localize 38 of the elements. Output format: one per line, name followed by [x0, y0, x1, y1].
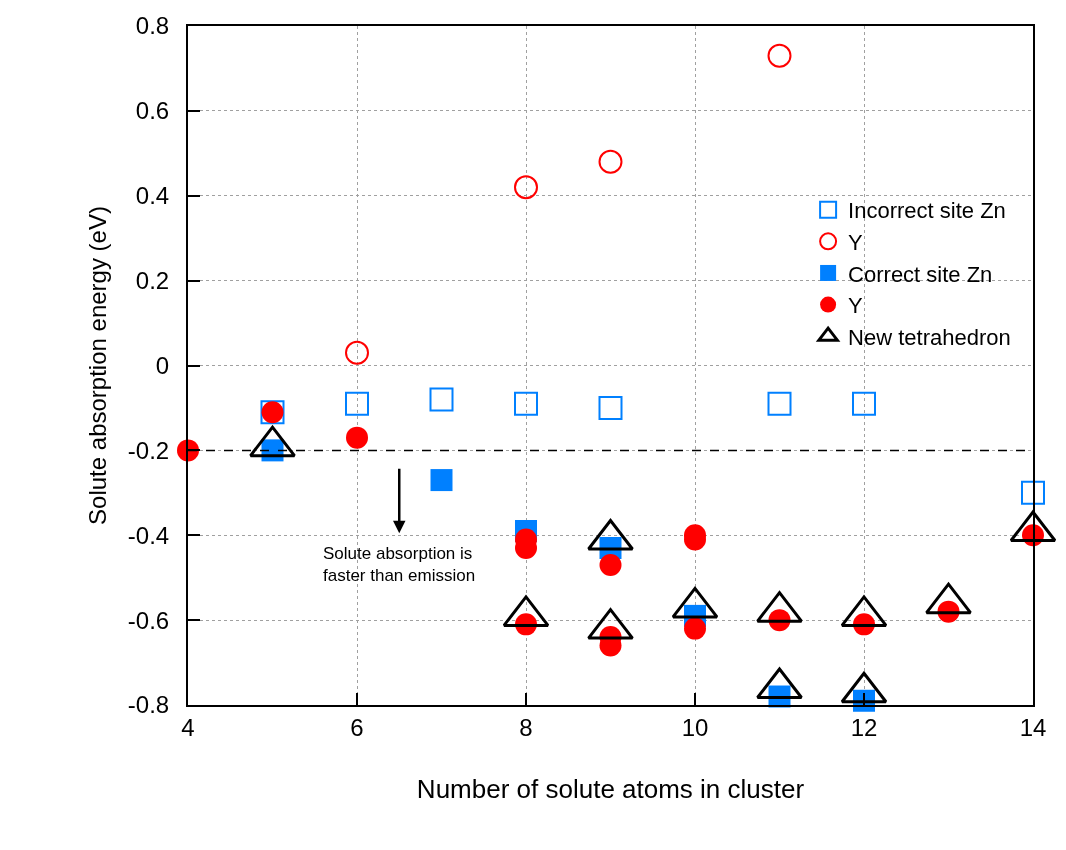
y-tick-label: -0.8	[127, 691, 170, 719]
x-tick-label: 14	[1019, 713, 1047, 741]
point	[345, 391, 369, 416]
point	[514, 391, 538, 416]
x-tick-label: 4	[181, 713, 195, 741]
legend-label: Y	[848, 229, 864, 255]
point	[598, 395, 623, 420]
point	[767, 43, 792, 68]
point	[430, 469, 453, 492]
legend-label: Correct site Zn	[848, 261, 993, 287]
y-tick-label: 0.4	[135, 182, 170, 210]
point	[599, 553, 622, 576]
point	[346, 426, 368, 449]
legend-label: Y	[848, 293, 864, 319]
x-tick-label: 12	[850, 713, 878, 741]
point	[514, 175, 538, 200]
annotation: Solute absorption is faster than emission	[323, 544, 476, 586]
point	[852, 391, 876, 416]
point	[684, 617, 706, 640]
x-tick-label: 6	[350, 713, 364, 741]
x-axis-title: Number of solute atoms in cluster	[416, 774, 805, 804]
y-tick-label: -0.2	[127, 436, 170, 464]
y-tick-label: 0.2	[135, 267, 170, 295]
point	[598, 149, 623, 174]
point	[767, 391, 792, 416]
y-tick-label: 0.6	[135, 97, 170, 125]
y-axis-title: Solute absorption energy (eV)	[84, 206, 112, 525]
y-tick-label: -0.4	[127, 521, 170, 549]
legend-label: Incorrect site Zn	[848, 198, 1006, 224]
legend-label: New tetrahedron	[848, 324, 1011, 350]
point	[345, 340, 369, 365]
y-tick-label: 0	[155, 351, 170, 379]
x-tick-label: 10	[681, 713, 709, 741]
point	[429, 387, 454, 412]
y-tick-label: 0.8	[135, 12, 170, 40]
y-tick-label: -0.6	[127, 606, 170, 634]
point	[1021, 480, 1045, 505]
x-tick-label: 8	[519, 713, 533, 741]
